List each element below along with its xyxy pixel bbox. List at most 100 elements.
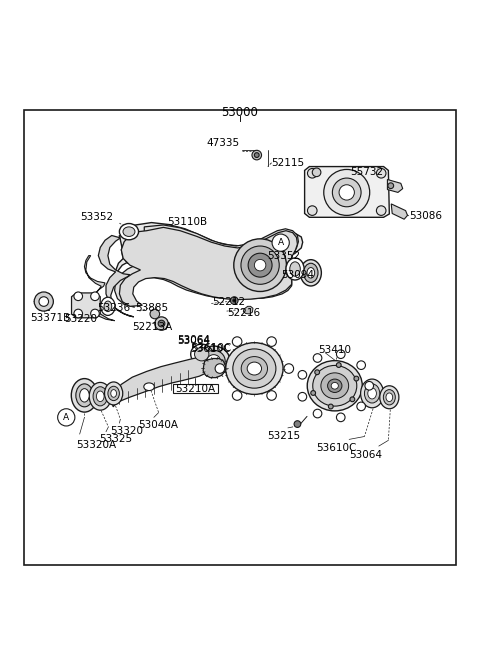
Circle shape	[324, 169, 370, 216]
Text: 53086: 53086	[409, 211, 442, 221]
Ellipse shape	[108, 386, 120, 401]
Circle shape	[233, 299, 236, 302]
Circle shape	[91, 309, 99, 318]
Circle shape	[376, 206, 386, 216]
Text: 53110B: 53110B	[167, 217, 207, 227]
Ellipse shape	[300, 259, 322, 286]
Circle shape	[308, 169, 317, 178]
Ellipse shape	[286, 258, 304, 280]
FancyBboxPatch shape	[173, 384, 218, 393]
Circle shape	[34, 292, 53, 311]
Circle shape	[158, 320, 165, 327]
Text: 53610C: 53610C	[317, 444, 357, 453]
Circle shape	[74, 309, 83, 318]
Ellipse shape	[104, 301, 112, 312]
Ellipse shape	[386, 393, 393, 402]
Ellipse shape	[368, 388, 376, 399]
Polygon shape	[387, 179, 403, 192]
Circle shape	[284, 364, 294, 374]
Text: A: A	[63, 413, 69, 422]
Text: 53325: 53325	[99, 433, 132, 444]
Ellipse shape	[101, 297, 115, 315]
Circle shape	[350, 397, 355, 402]
Circle shape	[150, 309, 159, 319]
Circle shape	[298, 392, 307, 401]
Circle shape	[254, 153, 259, 157]
Ellipse shape	[380, 386, 399, 409]
Text: 53064: 53064	[349, 450, 382, 460]
Polygon shape	[112, 358, 209, 407]
Ellipse shape	[105, 382, 123, 405]
Circle shape	[74, 292, 83, 300]
Ellipse shape	[111, 390, 117, 397]
Circle shape	[388, 183, 394, 189]
Ellipse shape	[207, 355, 220, 367]
Ellipse shape	[247, 362, 262, 375]
Text: 52212: 52212	[212, 298, 245, 308]
Ellipse shape	[360, 379, 384, 408]
Circle shape	[311, 390, 315, 395]
Polygon shape	[120, 227, 298, 306]
Text: 53610C: 53610C	[190, 343, 230, 353]
Ellipse shape	[194, 347, 209, 361]
Ellipse shape	[327, 379, 342, 392]
Polygon shape	[84, 255, 115, 321]
Text: 53320A: 53320A	[76, 440, 117, 450]
Circle shape	[254, 259, 266, 271]
Text: 53320: 53320	[110, 426, 143, 436]
Ellipse shape	[226, 343, 283, 394]
Circle shape	[357, 361, 365, 370]
Circle shape	[241, 246, 279, 284]
Text: 47335: 47335	[207, 138, 240, 148]
Circle shape	[294, 421, 301, 427]
Circle shape	[332, 178, 361, 207]
Circle shape	[248, 253, 272, 277]
Text: 53610C: 53610C	[191, 343, 231, 353]
Text: 53352: 53352	[80, 212, 113, 222]
Ellipse shape	[191, 344, 213, 364]
Text: 53371B: 53371B	[30, 313, 71, 323]
Circle shape	[267, 390, 276, 401]
Ellipse shape	[80, 388, 89, 402]
Text: 52213A: 52213A	[132, 322, 172, 332]
Ellipse shape	[307, 267, 315, 278]
Circle shape	[328, 404, 333, 409]
Circle shape	[354, 376, 359, 381]
Polygon shape	[98, 235, 134, 317]
Text: 53094: 53094	[282, 270, 314, 280]
Circle shape	[215, 364, 225, 374]
Ellipse shape	[233, 349, 276, 388]
Polygon shape	[305, 167, 389, 217]
Circle shape	[252, 151, 262, 160]
Text: 52216: 52216	[228, 308, 261, 318]
Text: 53220: 53220	[64, 314, 97, 325]
Circle shape	[315, 370, 320, 374]
Text: 53885: 53885	[136, 303, 169, 313]
Ellipse shape	[202, 350, 225, 372]
Ellipse shape	[290, 262, 300, 276]
Circle shape	[336, 363, 341, 368]
Ellipse shape	[241, 357, 267, 380]
Circle shape	[308, 206, 317, 216]
Circle shape	[336, 350, 345, 358]
Circle shape	[267, 337, 276, 346]
Polygon shape	[391, 204, 408, 219]
Ellipse shape	[120, 224, 139, 240]
Ellipse shape	[93, 386, 108, 406]
Text: 53236: 53236	[97, 303, 131, 313]
Text: A: A	[277, 238, 284, 247]
Circle shape	[336, 413, 345, 421]
Ellipse shape	[321, 373, 348, 398]
Text: 53064: 53064	[177, 335, 210, 345]
Ellipse shape	[313, 366, 357, 406]
Text: 53210A: 53210A	[175, 384, 216, 394]
Circle shape	[155, 317, 168, 330]
Circle shape	[272, 234, 289, 251]
Ellipse shape	[307, 361, 362, 411]
Circle shape	[312, 168, 321, 177]
Ellipse shape	[76, 384, 93, 407]
Text: 53352: 53352	[267, 251, 300, 261]
Text: 53000: 53000	[222, 106, 258, 118]
Circle shape	[365, 382, 373, 390]
Polygon shape	[203, 358, 226, 378]
